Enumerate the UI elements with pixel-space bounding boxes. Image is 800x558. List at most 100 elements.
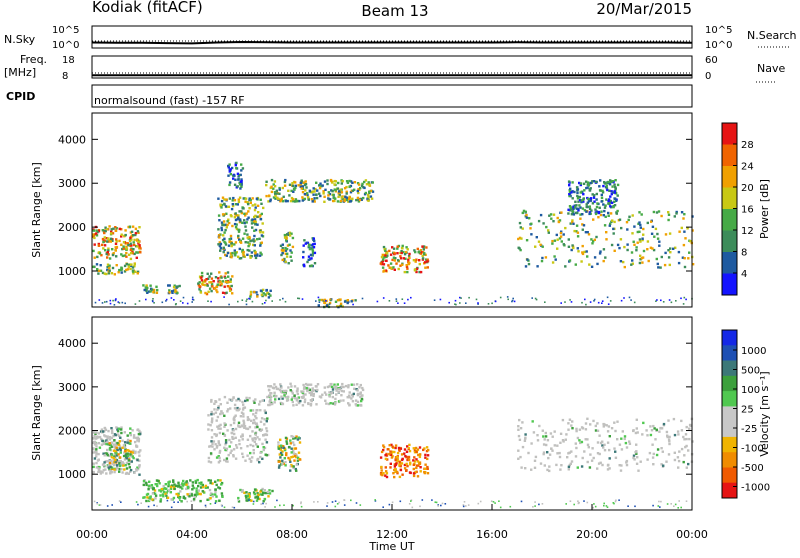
scatter-cell xyxy=(106,435,109,438)
scatter-cell xyxy=(137,503,139,506)
scatter-cell xyxy=(282,445,285,448)
scatter-cell xyxy=(397,244,401,248)
scatter-cell xyxy=(218,241,221,244)
scatter-cell xyxy=(673,505,675,507)
scatter-cell xyxy=(646,434,649,437)
scatter-cell xyxy=(97,442,101,445)
scatter-cell xyxy=(631,232,634,235)
scatter-cell xyxy=(361,388,365,392)
scatter-cell xyxy=(262,491,265,494)
scatter-cell xyxy=(98,269,101,272)
scatter-cell xyxy=(243,424,247,428)
scatter-cell xyxy=(305,382,308,386)
scatter-cell xyxy=(394,458,397,461)
scatter-cell xyxy=(335,389,338,392)
scatter-cell xyxy=(658,500,660,503)
scatter-cell xyxy=(277,197,280,201)
scatter-cell xyxy=(421,499,424,501)
scatter-cell xyxy=(283,394,286,397)
scatter-cell xyxy=(125,245,128,248)
scatter-cell xyxy=(252,413,255,416)
scatter-cell xyxy=(356,196,360,200)
scatter-cell xyxy=(589,199,593,202)
scatter-cell xyxy=(250,255,253,258)
scatter-cell xyxy=(670,301,673,304)
scatter-cell xyxy=(634,505,636,508)
scatter-cell xyxy=(317,304,320,307)
scatter-cell xyxy=(249,256,252,259)
scatter-cell xyxy=(290,196,294,200)
scatter-cell xyxy=(582,224,586,227)
scatter-cell xyxy=(267,453,270,457)
scatter-cell xyxy=(568,205,572,208)
scatter-cell xyxy=(381,260,384,263)
colorbar-cell xyxy=(722,421,737,438)
scatter-cell xyxy=(636,241,639,244)
scatter-cell xyxy=(252,399,255,403)
scatter-cell xyxy=(215,446,219,449)
scatter-cell xyxy=(114,445,117,449)
scatter-cell xyxy=(584,422,588,425)
scatter-cell xyxy=(359,395,362,399)
colorbar-cell xyxy=(722,144,737,167)
scatter-cell xyxy=(326,505,328,507)
freq-label: Freq. xyxy=(20,53,47,66)
scatter-cell xyxy=(224,292,227,295)
scatter-cell xyxy=(116,428,119,431)
scatter-cell xyxy=(574,200,577,203)
scatter-cell xyxy=(599,250,602,253)
scatter-cell xyxy=(120,228,123,231)
scatter-cell xyxy=(113,304,116,306)
scatter-cell xyxy=(614,192,618,195)
scatter-cell xyxy=(579,206,582,209)
scatter-cell xyxy=(265,502,267,505)
scatter-cell xyxy=(164,483,167,486)
scatter-cell xyxy=(541,256,544,260)
scatter-cell xyxy=(245,300,248,302)
scatter-cell xyxy=(226,460,229,463)
scatter-cell xyxy=(608,189,611,192)
scatter-cell xyxy=(229,407,232,410)
scatter-cell xyxy=(255,499,259,502)
scatter-cell xyxy=(379,473,383,476)
scatter-cell xyxy=(581,301,583,304)
scatter-cell xyxy=(625,446,629,449)
scatter-cell xyxy=(96,230,99,234)
scatter-cell xyxy=(161,493,165,496)
colorbar-cell xyxy=(722,273,737,296)
scatter-cell xyxy=(306,196,310,199)
scatter-cell xyxy=(246,253,249,256)
scatter-cell xyxy=(217,234,221,237)
scatter-cell xyxy=(646,248,649,251)
scatter-cell xyxy=(159,498,163,501)
scatter-cell xyxy=(313,239,316,243)
scatter-cell xyxy=(288,183,292,186)
scatter-cell xyxy=(682,217,685,220)
scatter-cell xyxy=(313,251,317,255)
scatter-cell xyxy=(244,399,247,403)
scatter-cell xyxy=(290,259,293,262)
scatter-cell xyxy=(265,289,268,292)
scatter-cell xyxy=(178,496,181,500)
scatter-cell xyxy=(136,468,140,471)
scatter-cell xyxy=(369,195,373,198)
scatter-cell xyxy=(300,501,302,503)
scatter-cell xyxy=(281,247,284,250)
scatter-cell xyxy=(394,444,398,447)
scatter-cell xyxy=(368,183,371,187)
scatter-cell xyxy=(585,203,588,206)
scatter-cell xyxy=(149,486,152,489)
scatter-cell xyxy=(112,443,115,446)
scatter-cell xyxy=(560,211,563,214)
scatter-cell xyxy=(337,181,340,185)
scatter-cell xyxy=(128,442,132,445)
scatter-cell xyxy=(213,448,216,451)
scatter-cell xyxy=(229,280,232,283)
scatter-cell xyxy=(577,209,580,212)
scatter-cell xyxy=(222,432,225,435)
scatter-cell xyxy=(543,464,546,467)
scatter-cell xyxy=(605,505,608,507)
scatter-cell xyxy=(222,250,225,254)
scatter-cell xyxy=(225,457,229,460)
scatter-cell xyxy=(260,253,263,256)
